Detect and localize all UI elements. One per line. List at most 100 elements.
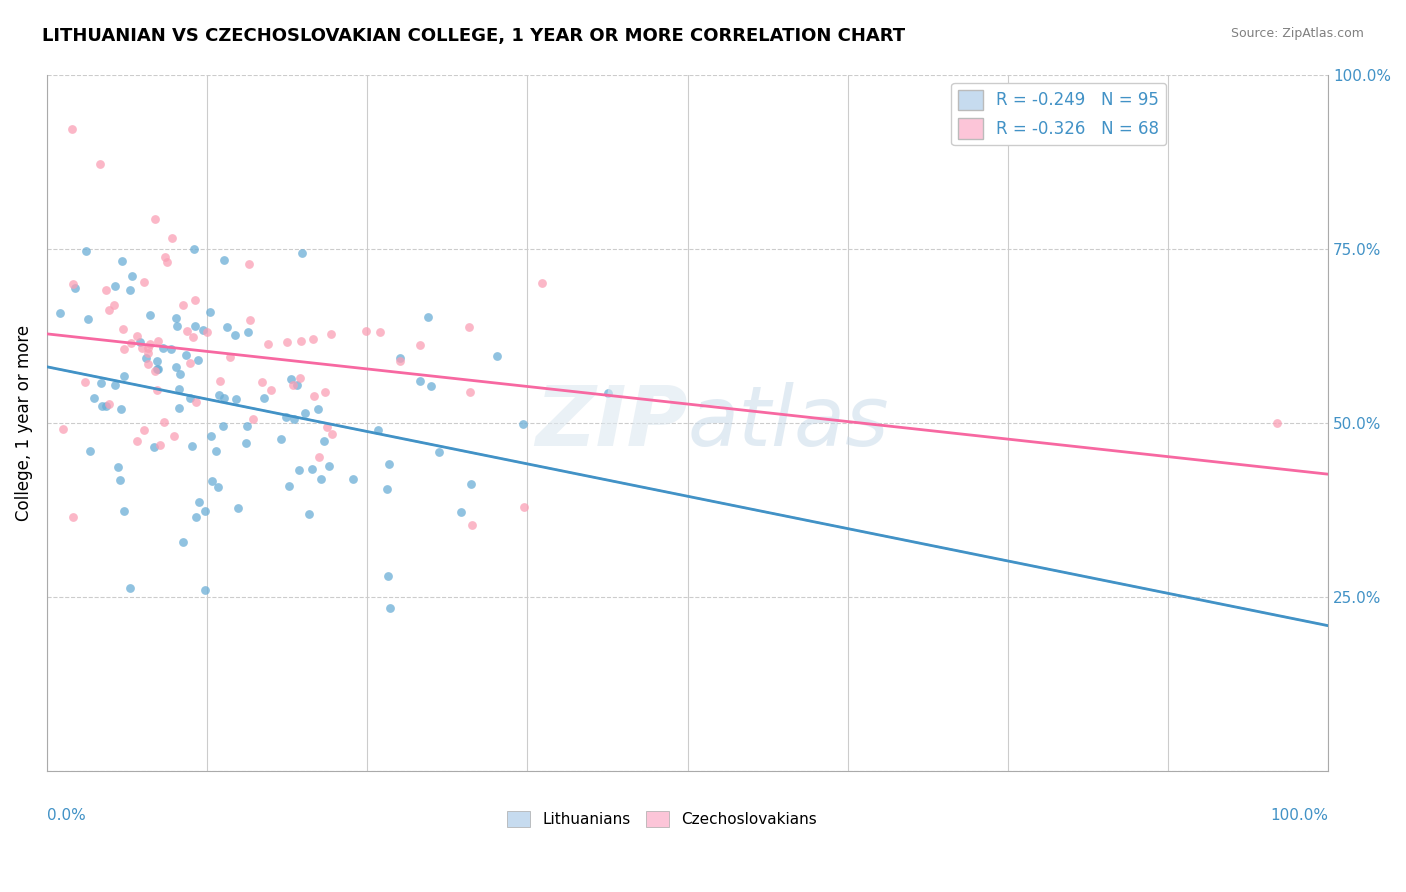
Point xyxy=(319,326,342,341)
Point xyxy=(367,424,389,438)
Point xyxy=(214,391,236,405)
Point xyxy=(288,463,311,477)
Point xyxy=(377,482,399,496)
Point xyxy=(94,284,117,298)
Point xyxy=(128,335,150,350)
Point xyxy=(49,305,72,319)
Point xyxy=(127,434,149,448)
Point xyxy=(77,312,100,326)
Point xyxy=(136,357,159,371)
Point xyxy=(486,349,509,363)
Point xyxy=(176,324,198,338)
Point xyxy=(301,332,323,346)
Point xyxy=(418,310,440,325)
Point xyxy=(156,254,179,268)
Point xyxy=(450,505,472,519)
Point xyxy=(512,417,534,432)
Point xyxy=(302,389,325,403)
Point xyxy=(276,409,298,424)
Point xyxy=(188,495,211,509)
Point xyxy=(83,391,105,405)
Text: 0.0%: 0.0% xyxy=(46,808,86,823)
Point xyxy=(89,157,111,171)
Point xyxy=(146,353,169,368)
Text: ZIP: ZIP xyxy=(534,383,688,464)
Point xyxy=(120,283,142,297)
Point xyxy=(186,509,208,524)
Point xyxy=(98,302,121,317)
Point xyxy=(239,313,262,327)
Point xyxy=(368,325,391,339)
Point xyxy=(181,439,204,453)
Point xyxy=(389,354,412,368)
Point xyxy=(389,351,412,366)
Point xyxy=(377,568,399,582)
Point xyxy=(342,472,364,486)
Point xyxy=(208,388,231,402)
Point xyxy=(378,457,401,471)
Point xyxy=(280,372,302,386)
Text: atlas: atlas xyxy=(688,383,889,464)
Point xyxy=(207,480,229,494)
Point xyxy=(354,324,377,338)
Point xyxy=(94,399,117,413)
Point xyxy=(316,419,339,434)
Point xyxy=(160,342,183,356)
Legend: Lithuanians, Czechoslovakians: Lithuanians, Czechoslovakians xyxy=(501,805,823,833)
Text: 100.0%: 100.0% xyxy=(1270,808,1329,823)
Point xyxy=(181,330,204,344)
Point xyxy=(112,369,135,384)
Point xyxy=(62,509,84,524)
Point xyxy=(118,581,141,595)
Point xyxy=(179,392,201,406)
Point xyxy=(148,437,170,451)
Point xyxy=(62,277,84,291)
Point xyxy=(169,383,191,397)
Point xyxy=(318,458,340,473)
Point xyxy=(236,419,259,434)
Point xyxy=(121,268,143,283)
Text: Source: ZipAtlas.com: Source: ZipAtlas.com xyxy=(1230,27,1364,40)
Point xyxy=(139,308,162,322)
Point xyxy=(513,500,536,514)
Point xyxy=(90,400,112,414)
Point xyxy=(187,352,209,367)
Point xyxy=(226,500,249,515)
Point xyxy=(253,391,276,405)
Point xyxy=(419,378,441,392)
Point xyxy=(120,335,142,350)
Point xyxy=(198,305,221,319)
Point xyxy=(112,322,135,336)
Point xyxy=(193,323,215,337)
Point xyxy=(250,375,273,389)
Point xyxy=(146,362,169,376)
Point xyxy=(294,407,316,421)
Point xyxy=(75,244,97,259)
Point xyxy=(169,367,191,381)
Point xyxy=(169,401,191,415)
Point xyxy=(285,378,308,392)
Point xyxy=(314,385,336,400)
Point xyxy=(104,377,127,392)
Point xyxy=(162,231,184,245)
Point xyxy=(112,503,135,517)
Point xyxy=(135,351,157,365)
Point xyxy=(309,472,332,486)
Point xyxy=(201,474,224,488)
Point xyxy=(90,376,112,390)
Point xyxy=(314,434,336,449)
Point xyxy=(112,342,135,356)
Point xyxy=(457,320,479,334)
Point xyxy=(52,422,75,436)
Point xyxy=(236,325,259,339)
Point xyxy=(378,601,401,615)
Point xyxy=(153,250,176,264)
Point xyxy=(60,121,83,136)
Point xyxy=(596,385,619,400)
Point xyxy=(131,341,153,355)
Point xyxy=(172,298,194,312)
Point xyxy=(460,476,482,491)
Point xyxy=(291,245,314,260)
Point xyxy=(321,426,343,441)
Point xyxy=(194,583,217,598)
